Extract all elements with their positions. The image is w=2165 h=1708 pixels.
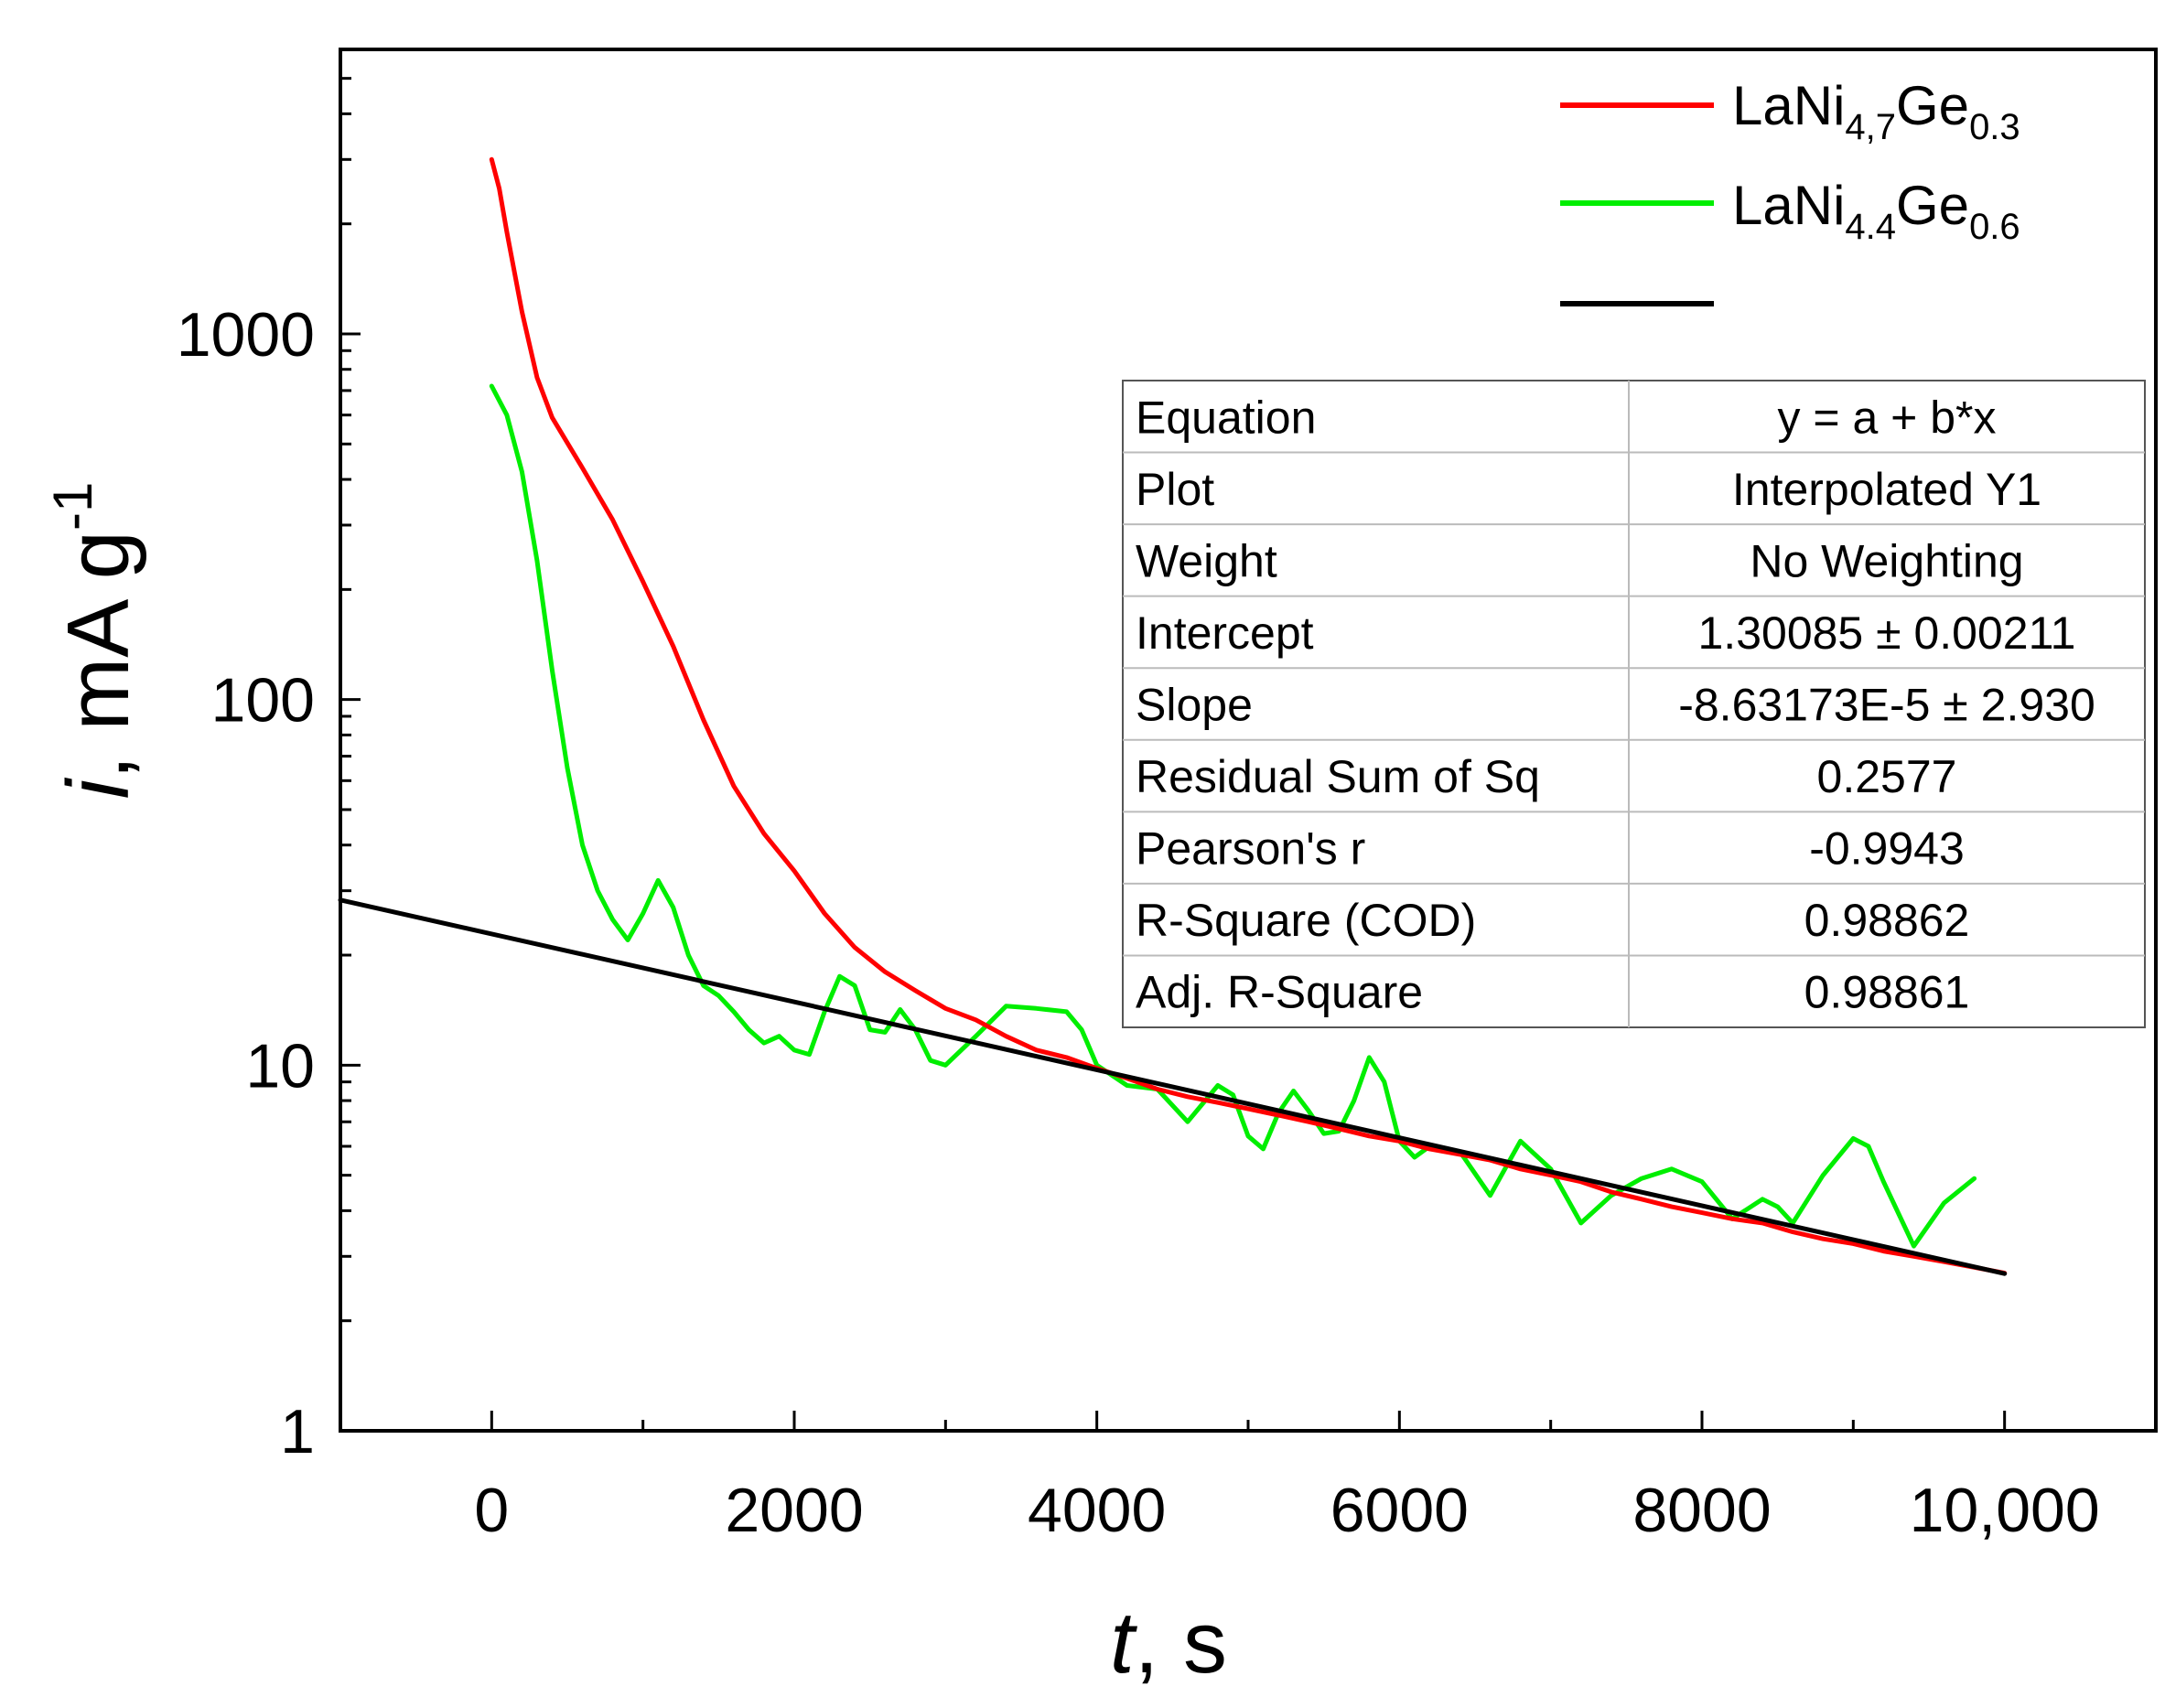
y-axis-rest: , mA g xyxy=(49,531,147,779)
series-layer xyxy=(338,156,2008,1276)
x-axis-var: t xyxy=(1110,1594,1137,1692)
legend-green-sub1: 4.4 xyxy=(1845,207,1896,247)
legend-red-base: LaNi xyxy=(1732,75,1845,136)
y-tick-label: 10 xyxy=(245,1031,315,1101)
plot-frame xyxy=(339,48,2158,1433)
series-line-0 xyxy=(489,156,2008,1276)
legend-red-sub2: 0.3 xyxy=(1969,107,2020,147)
fit-table-label: Slope xyxy=(1136,680,1253,731)
fit-table-value: y = a + b*x xyxy=(1777,392,1996,443)
x-tick-label: 4000 xyxy=(1028,1476,1166,1545)
series-line-1 xyxy=(489,383,1977,1249)
fit-table-label: Adj. R-Square xyxy=(1136,967,1423,1018)
fit-results-table: Equation y = a + b*x Plot Interpolated Y1 We… xyxy=(1122,380,2146,1028)
x-tick-label: 6000 xyxy=(1330,1476,1469,1545)
fit-table-value: 0.98862 xyxy=(1804,895,1970,946)
x-axis-title: t, s xyxy=(1110,1594,1227,1692)
series-line-2 xyxy=(338,897,2008,1276)
fit-table-value: -0.9943 xyxy=(1809,823,1965,875)
legend-green-base: LaNi xyxy=(1732,175,1845,236)
fit-table-label: Weight xyxy=(1136,535,1277,586)
fit-table-label: Pearson's r xyxy=(1136,823,1365,875)
fit-table-label: Intercept xyxy=(1136,607,1314,659)
fit-table-label: Plot xyxy=(1136,464,1214,515)
y-tick-label: 1 xyxy=(280,1397,315,1466)
fit-table-value: 0.98861 xyxy=(1804,967,1970,1018)
x-tick-label: 2000 xyxy=(725,1476,863,1545)
x-tick-label: 0 xyxy=(474,1476,509,1545)
x-tick-label: 8000 xyxy=(1632,1476,1771,1545)
fit-table-value: -8.63173E-5 ± 2.930 xyxy=(1678,680,2095,731)
y-axis-title: i, mA g-1 xyxy=(42,482,147,800)
fit-table-label: R-Square (COD) xyxy=(1136,895,1476,946)
legend-red-mid: Ge xyxy=(1896,75,1969,136)
y-axis-superscript: -1 xyxy=(42,482,103,531)
legend-green-sub2: 0.6 xyxy=(1969,207,2020,247)
legend-label-green: LaNi4.4Ge0.6 xyxy=(1732,175,2020,247)
fit-table-border xyxy=(1122,380,2146,1028)
legend-green-mid: Ge xyxy=(1896,175,1969,236)
y-axis-var: i xyxy=(49,777,147,799)
fit-table-value: 1.30085 ± 0.00211 xyxy=(1698,607,2076,659)
fit-table-label: Residual Sum of Sq xyxy=(1136,751,1540,802)
x-axis-rest: , s xyxy=(1135,1594,1227,1692)
axes-layer: 0 2000 4000 6000 8000 10,000 1 10 100 1000 xyxy=(177,48,2158,1545)
legend-label-red: LaNi4,7Ge0.3 xyxy=(1732,75,2020,147)
fit-table-label: Equation xyxy=(1136,392,1316,443)
y-tick-label: 100 xyxy=(211,666,315,736)
fit-table-value: 0.2577 xyxy=(1817,751,1957,802)
legend: LaNi4,7Ge0.3 LaNi4.4Ge0.6 xyxy=(1560,75,2020,306)
fit-table-value: Interpolated Y1 xyxy=(1732,464,2041,515)
legend-red-sub1: 4,7 xyxy=(1845,107,1896,147)
y-tick-label: 1000 xyxy=(177,300,315,370)
x-tick-label: 10,000 xyxy=(1910,1476,2100,1545)
fit-table-value: No Weighting xyxy=(1750,535,2023,586)
